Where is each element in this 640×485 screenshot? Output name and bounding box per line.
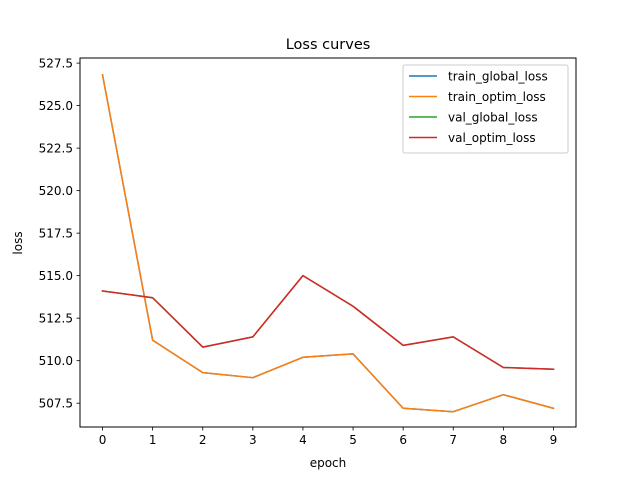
y-tick-label: 525.0 <box>39 99 73 113</box>
series-line-val-optim-loss <box>101 274 555 370</box>
x-tick-label: 4 <box>299 433 307 447</box>
x-tick-label: 0 <box>99 433 107 447</box>
plot-area-frame <box>79 57 577 428</box>
y-tick-label: 522.5 <box>39 142 73 156</box>
y-tick-label: 517.5 <box>39 227 73 241</box>
y-tick-label: 515.0 <box>39 269 73 283</box>
y-tick-label: 512.5 <box>39 312 73 326</box>
x-tick-label: 2 <box>199 433 207 447</box>
y-tick-label: 507.5 <box>39 397 73 411</box>
x-tick-label: 3 <box>249 433 257 447</box>
x-tick-label: 8 <box>500 433 508 447</box>
y-tick-label: 527.5 <box>39 57 73 71</box>
legend-box <box>402 64 569 154</box>
x-tick-label: 6 <box>399 433 407 447</box>
series-line-train-optim-loss <box>101 74 555 413</box>
x-tick-label: 5 <box>349 433 357 447</box>
legend-label: val_global_loss <box>448 111 538 125</box>
legend-label: val_optim_loss <box>448 131 536 145</box>
legend-label: train_optim_loss <box>448 90 546 104</box>
x-axis-label: epoch <box>310 456 347 470</box>
legend: train_global_loss train_optim_loss val_glo… <box>402 64 569 154</box>
chart-title: Loss curves <box>286 37 371 53</box>
y-tick-label: 510.0 <box>39 354 73 368</box>
x-tick-label: 7 <box>449 433 457 447</box>
series-lines <box>101 74 555 413</box>
x-tick-label: 9 <box>550 433 558 447</box>
x-tick-label: 1 <box>149 433 157 447</box>
axis-ticks: 0 1 2 3 4 5 6 7 8 9 507.5 510.0 512.5 515.0 517.5 520.0… <box>39 57 558 447</box>
y-axis-label: loss <box>11 231 25 254</box>
y-tick-label: 520.0 <box>39 184 73 198</box>
legend-label: train_global_loss <box>448 70 548 84</box>
